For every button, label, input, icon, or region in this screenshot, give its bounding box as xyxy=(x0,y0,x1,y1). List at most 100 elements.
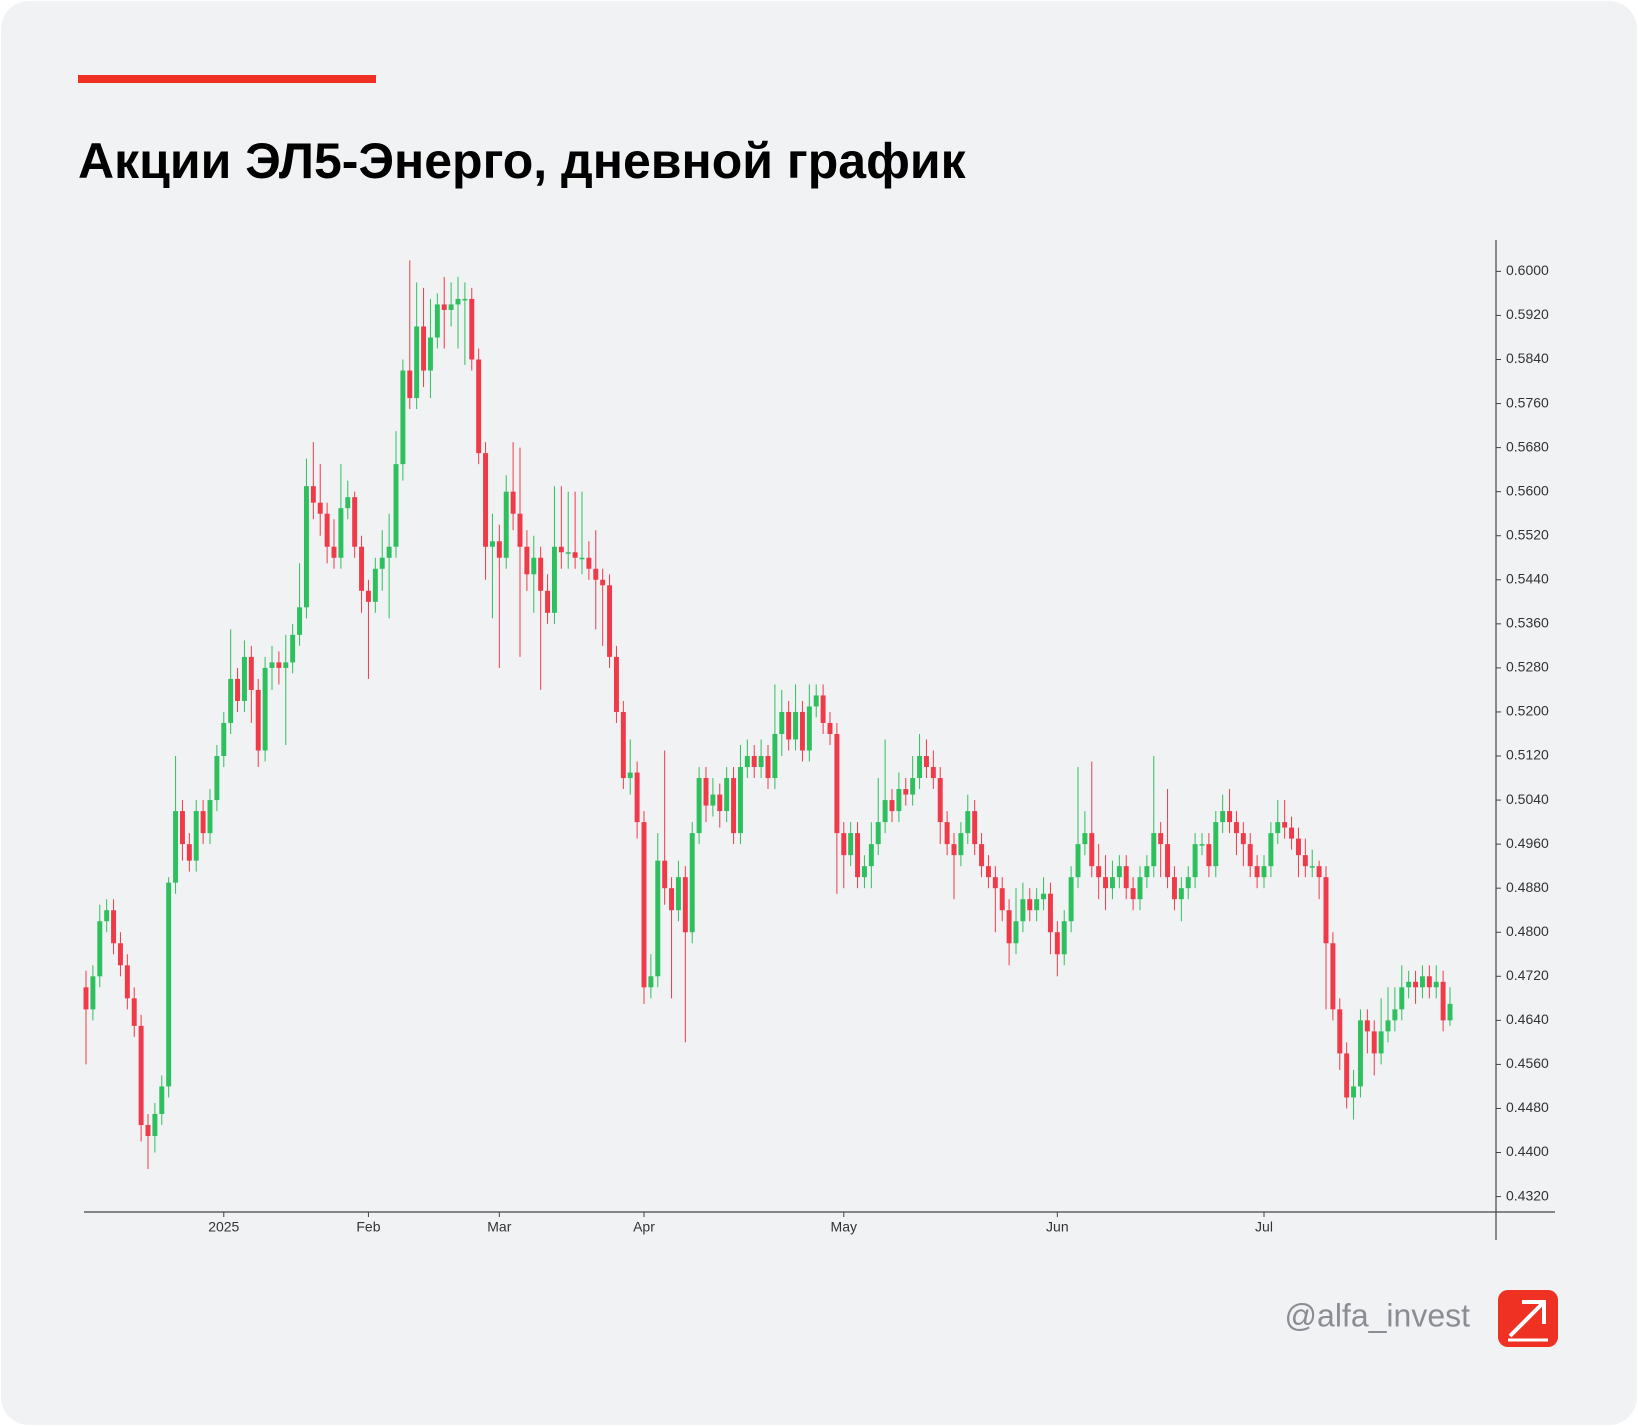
candle-body xyxy=(965,811,971,834)
chart-title: Акции ЭЛ5-Энерго, дневной график xyxy=(78,133,967,189)
y-tick-label: 0.5760 xyxy=(1506,394,1549,410)
candle-body xyxy=(365,590,371,602)
candle-body xyxy=(731,778,737,834)
candle-body xyxy=(1371,1031,1377,1054)
candle-body xyxy=(489,541,495,547)
candle-body xyxy=(979,844,985,867)
candle-body xyxy=(496,541,502,558)
candle-body xyxy=(545,590,551,613)
candle-body xyxy=(675,877,681,911)
candle-body xyxy=(855,833,861,878)
candle-body xyxy=(352,497,358,547)
candle-body xyxy=(1171,877,1177,900)
candle-body xyxy=(717,794,723,812)
candle-body xyxy=(999,888,1005,911)
candle-body xyxy=(1185,877,1191,889)
candle-body xyxy=(648,976,654,988)
candle-body xyxy=(724,778,730,812)
candle-body xyxy=(1364,1020,1370,1032)
candle-body xyxy=(421,326,427,371)
candle-body xyxy=(1020,899,1026,922)
candle-body xyxy=(827,722,833,734)
candle-body xyxy=(510,491,516,514)
candle-body xyxy=(297,607,303,635)
candle-body xyxy=(1240,833,1246,845)
candle-body xyxy=(903,789,909,795)
y-tick-label: 0.5360 xyxy=(1506,615,1549,631)
candle-body xyxy=(627,772,633,779)
candle-body xyxy=(1337,1009,1343,1054)
candle-body xyxy=(173,811,179,883)
plot: 0.4320 0.4400 0.4480 0.4560 0.4640 0.4720 0.48… xyxy=(83,260,1549,1235)
y-tick-label: 0.5840 xyxy=(1506,350,1549,366)
candle-body xyxy=(90,976,96,1010)
candle-body xyxy=(138,1025,144,1125)
candle-body xyxy=(400,370,406,465)
candle-body xyxy=(1254,866,1260,878)
candle-body xyxy=(1426,976,1432,988)
candle-body xyxy=(861,866,867,878)
accent-bar xyxy=(78,75,376,83)
candle-body xyxy=(1323,877,1329,944)
candle-body xyxy=(166,882,172,1087)
candle-body xyxy=(1178,888,1184,900)
candle-body xyxy=(1316,866,1322,878)
candle-body xyxy=(586,557,592,569)
candle-body xyxy=(813,695,819,707)
candle-body xyxy=(324,513,330,547)
candle-body xyxy=(241,656,247,701)
y-tick-label: 0.5040 xyxy=(1506,791,1549,807)
candle-body xyxy=(951,844,957,856)
candle-body xyxy=(985,866,991,878)
handle: @alfa_invest xyxy=(1285,1297,1471,1333)
candle-body xyxy=(104,910,110,922)
candle-body xyxy=(262,667,268,751)
candle-body xyxy=(310,486,316,503)
candle-body xyxy=(944,822,950,845)
candle-body xyxy=(303,486,309,608)
candle-body xyxy=(1013,921,1019,944)
candle-body xyxy=(1295,838,1301,856)
y-tick-label: 0.6000 xyxy=(1506,262,1549,278)
candle-body xyxy=(372,568,378,602)
candle-body xyxy=(1385,1020,1391,1032)
candle-body xyxy=(758,756,764,768)
candle-body xyxy=(593,568,599,580)
candle-body xyxy=(820,695,826,723)
candle-body xyxy=(269,662,275,668)
candle-body xyxy=(1247,844,1253,867)
candle-body xyxy=(338,508,344,558)
y-tick-label: 0.4400 xyxy=(1506,1143,1549,1159)
candle-body xyxy=(1275,822,1281,834)
candle-body xyxy=(207,800,213,834)
candle-body xyxy=(462,298,468,301)
candle-body xyxy=(317,502,323,514)
candle-body xyxy=(779,711,785,734)
candle-body xyxy=(427,337,433,371)
candle-body xyxy=(786,711,792,740)
candle-body xyxy=(111,910,117,944)
candle-body xyxy=(1302,855,1308,867)
candle-body xyxy=(1082,833,1088,845)
candle-body xyxy=(228,678,234,723)
candle-body xyxy=(1261,866,1267,878)
candle-body xyxy=(186,844,192,861)
candle-body xyxy=(414,326,420,399)
candle-body xyxy=(682,877,688,933)
candle-body xyxy=(1440,981,1446,1021)
candle-body xyxy=(1392,1009,1398,1021)
candle-body xyxy=(1447,1003,1453,1021)
candle-body xyxy=(1282,822,1288,828)
candle-body xyxy=(737,767,743,834)
candle-body xyxy=(1075,844,1081,878)
candle-body xyxy=(1103,877,1109,889)
candle-body xyxy=(930,767,936,779)
candle-body xyxy=(572,552,578,558)
candle-body xyxy=(538,557,544,591)
candle-body xyxy=(124,965,130,999)
candle-body xyxy=(634,772,640,823)
candle-body xyxy=(1047,893,1053,933)
y-tick-label: 0.4640 xyxy=(1506,1011,1549,1027)
candle-body xyxy=(221,722,227,757)
